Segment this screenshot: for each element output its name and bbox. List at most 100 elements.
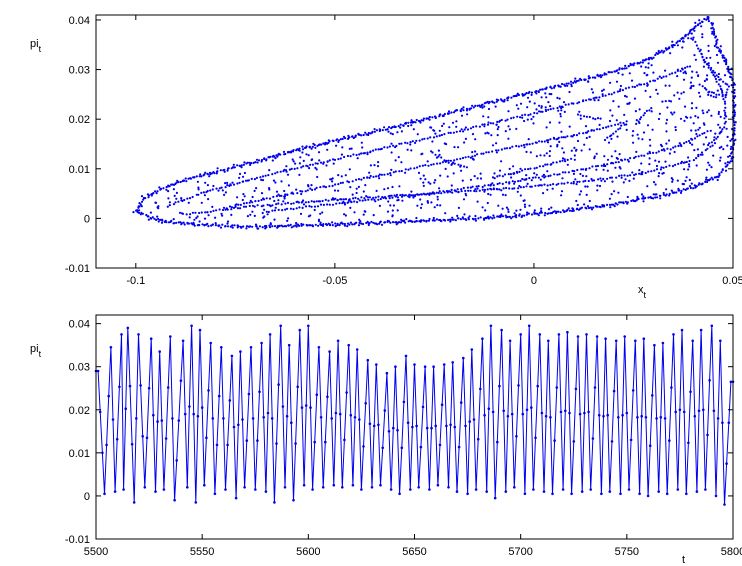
phase-point [655, 88, 658, 91]
phase-point [630, 199, 633, 202]
phase-point [327, 199, 330, 202]
phase-point [313, 205, 317, 208]
phase-point [707, 20, 711, 23]
phase-point [501, 182, 504, 185]
phase-point [591, 91, 595, 94]
time-series-point [640, 414, 643, 418]
phase-point [459, 110, 462, 113]
time-series-point [285, 414, 289, 418]
phase-point [719, 51, 722, 54]
phase-point [499, 214, 502, 217]
phase-point [546, 188, 549, 191]
phase-point [431, 219, 434, 222]
phase-point [429, 136, 432, 139]
phase-point [286, 201, 290, 204]
phase-point [544, 108, 547, 111]
phase-point [557, 182, 560, 185]
time-series-point [704, 488, 707, 491]
phase-point [723, 74, 727, 77]
phase-point [386, 173, 389, 176]
phase-point [585, 175, 588, 178]
phase-point [619, 88, 622, 91]
phase-point [599, 74, 602, 77]
phase-point [138, 205, 141, 208]
phase-point [671, 44, 674, 47]
phase-point [689, 186, 693, 190]
phase-point [274, 206, 277, 209]
phase-point [552, 161, 555, 164]
phase-point [558, 121, 561, 124]
phase-point [716, 89, 719, 92]
time-series-point [279, 324, 283, 328]
phase-point [649, 196, 652, 199]
phase-point [304, 205, 308, 208]
phase-point [619, 201, 623, 204]
phase-point [395, 193, 399, 196]
phase-point [632, 141, 635, 144]
phase-plot-y-tick-label: 0 [84, 213, 90, 225]
phase-point [575, 79, 579, 83]
phase-point [366, 153, 369, 156]
phase-point [571, 207, 574, 210]
phase-point [553, 173, 556, 176]
phase-point [560, 194, 563, 197]
phase-point [389, 174, 392, 177]
phase-point [658, 75, 661, 78]
phase-point [659, 143, 663, 146]
time-series-point [621, 413, 624, 417]
time-series-point [636, 416, 639, 419]
phase-point [603, 180, 607, 183]
phase-point [136, 211, 139, 214]
phase-point [455, 125, 458, 128]
phase-point [282, 150, 286, 153]
phase-point [585, 193, 588, 196]
phase-point [585, 136, 588, 140]
phase-point [287, 224, 290, 227]
phase-point [611, 180, 614, 183]
phase-point [633, 156, 636, 160]
phase-point [723, 117, 726, 120]
time-series-point [653, 343, 656, 347]
phase-point [674, 145, 677, 148]
phase-point [295, 225, 298, 228]
time-series-line [94, 324, 735, 506]
time-series-x-tick-label: 5750 [615, 546, 639, 558]
phase-point [436, 195, 439, 198]
phase-point [348, 147, 351, 150]
phase-point [729, 160, 732, 163]
phase-point [404, 171, 407, 174]
phase-point [361, 222, 365, 226]
phase-point [729, 75, 732, 78]
phase-point [559, 211, 562, 214]
phase-point [665, 165, 668, 168]
time-series-point [283, 486, 287, 489]
phase-point [154, 190, 157, 193]
phase-point [287, 184, 290, 187]
phase-point [699, 48, 702, 51]
phase-point [249, 213, 252, 216]
phase-point [665, 118, 669, 121]
phase-point [714, 132, 717, 135]
time-series-point [222, 417, 225, 420]
phase-point [725, 115, 728, 118]
phase-point [376, 223, 379, 226]
phase-point [643, 59, 646, 62]
phase-point [467, 155, 470, 158]
phase-point [360, 152, 363, 155]
phase-point [677, 162, 680, 165]
time-series-point [149, 337, 153, 341]
phase-point [272, 179, 276, 182]
phase-point [377, 198, 380, 201]
phase-plot-y-tick-label: 0.01 [69, 164, 90, 176]
phase-point [428, 115, 431, 119]
phase-point [624, 200, 628, 203]
time-series-point [663, 417, 667, 420]
phase-point [713, 44, 716, 48]
time-series-point [702, 408, 705, 412]
phase-point [712, 154, 715, 157]
phase-point [391, 196, 394, 199]
phase-point [641, 61, 645, 64]
phase-point [700, 20, 704, 23]
